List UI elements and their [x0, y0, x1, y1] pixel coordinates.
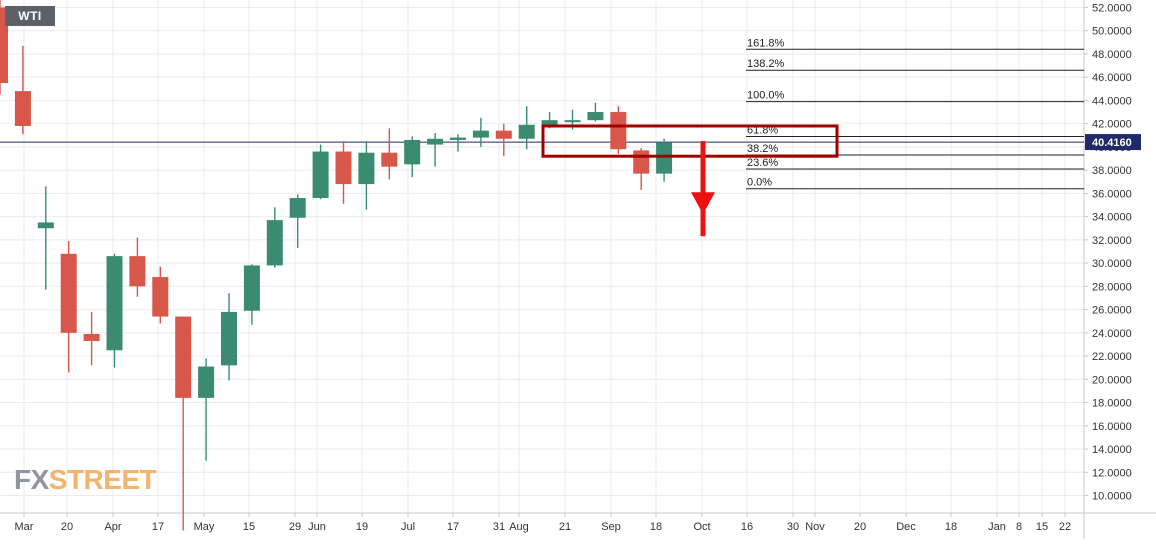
y-tick-label: 34.0000	[1092, 212, 1132, 224]
x-tick-label: Mar	[15, 521, 34, 533]
candle-body[interactable]	[633, 150, 650, 174]
candle-body[interactable]	[129, 256, 146, 287]
candle-body[interactable]	[106, 256, 123, 351]
x-tick-label: 15	[1036, 521, 1048, 533]
candle-body[interactable]	[518, 124, 535, 139]
y-tick-label: 24.0000	[1092, 328, 1132, 340]
candle-body[interactable]	[472, 130, 489, 138]
y-tick-label: 46.0000	[1092, 72, 1132, 84]
x-tick-label: 8	[1016, 521, 1022, 533]
x-tick-label: Jul	[401, 521, 415, 533]
x-tick-label: 22	[1059, 521, 1071, 533]
candle-body[interactable]	[198, 366, 215, 398]
y-tick-label: 18.0000	[1092, 398, 1132, 410]
candle-body[interactable]	[587, 112, 604, 121]
fib-level-label: 138.2%	[747, 58, 785, 70]
y-tick-label: 12.0000	[1092, 467, 1132, 479]
x-tick-label: Sep	[601, 521, 621, 533]
candle-body[interactable]	[541, 120, 558, 125]
x-tick-label: 20	[854, 521, 866, 533]
y-tick-label: 32.0000	[1092, 235, 1132, 247]
last-price-badge	[1085, 134, 1141, 151]
candle-body[interactable]	[381, 152, 398, 167]
candle-body[interactable]	[60, 253, 77, 333]
y-tick-label: 14.0000	[1092, 444, 1132, 456]
candle-body[interactable]	[289, 198, 306, 218]
candle-body[interactable]	[175, 316, 192, 398]
fib-level-label: 161.8%	[747, 37, 785, 49]
fib-level-label: 23.6%	[747, 157, 778, 169]
candle-body[interactable]	[495, 130, 512, 139]
x-tick-label: Jun	[308, 521, 326, 533]
x-tick-label: 16	[741, 521, 753, 533]
y-tick-label: 52.0000	[1092, 2, 1132, 14]
x-tick-label: 31	[493, 521, 505, 533]
y-tick-label: 38.0000	[1092, 165, 1132, 177]
x-tick-label: 17	[447, 521, 459, 533]
candle-body[interactable]	[152, 277, 169, 317]
candle-body[interactable]	[656, 142, 673, 174]
candle-body[interactable]	[427, 138, 444, 145]
candle-body[interactable]	[221, 311, 237, 366]
candle-body[interactable]	[312, 151, 329, 199]
y-tick-label: 16.0000	[1092, 421, 1132, 433]
x-tick-label: 29	[289, 521, 301, 533]
candle-body[interactable]	[564, 120, 581, 123]
x-tick-label: May	[194, 521, 215, 533]
x-tick-label: Oct	[693, 521, 710, 533]
symbol-badge: WTI	[5, 6, 55, 26]
logo-fx: FX	[14, 464, 49, 495]
y-tick-label: 48.0000	[1092, 49, 1132, 61]
x-tick-label: Nov	[805, 521, 825, 533]
candle-body[interactable]	[83, 333, 100, 341]
candle-body[interactable]	[404, 139, 421, 165]
fib-level-label: 38.2%	[747, 143, 778, 155]
y-tick-label: 26.0000	[1092, 305, 1132, 317]
y-tick-label: 36.0000	[1092, 188, 1132, 200]
x-tick-label: 17	[152, 521, 164, 533]
candle-body[interactable]	[266, 220, 283, 266]
x-tick-label: Dec	[896, 521, 916, 533]
x-tick-label: 30	[787, 521, 799, 533]
x-tick-label: 18	[650, 521, 662, 533]
fib-level-label: 0.0%	[747, 177, 772, 189]
candle-body[interactable]	[358, 152, 375, 185]
x-tick-label: 19	[356, 521, 368, 533]
x-tick-label: Aug	[509, 521, 529, 533]
resistance-zone	[541, 124, 839, 158]
fxstreet-logo: FXSTREET	[14, 464, 157, 496]
y-tick-label: 42.0000	[1092, 119, 1132, 131]
x-tick-label: Jan	[988, 521, 1006, 533]
candle-body[interactable]	[450, 137, 466, 140]
y-tick-label: 10.0000	[1092, 491, 1132, 503]
candle-body[interactable]	[37, 222, 54, 229]
x-tick-label: 20	[61, 521, 73, 533]
candle-body[interactable]	[610, 112, 627, 150]
y-tick-label: 20.0000	[1092, 374, 1132, 386]
candle-body[interactable]	[335, 151, 352, 185]
candle-body[interactable]	[0, 7, 8, 83]
last-price-label: 40.4160	[1092, 137, 1132, 149]
y-tick-label: 22.0000	[1092, 351, 1132, 363]
x-tick-label: Apr	[104, 521, 121, 533]
fib-level-label: 100.0%	[747, 90, 785, 102]
logo-street: STREET	[48, 464, 157, 495]
y-tick-label: 28.0000	[1092, 281, 1132, 293]
y-tick-label: 44.0000	[1092, 95, 1132, 107]
y-tick-label: 30.0000	[1092, 258, 1132, 270]
x-tick-label: 18	[945, 521, 957, 533]
x-tick-label: 15	[243, 521, 255, 533]
arrow-head	[691, 192, 715, 215]
x-tick-label: 21	[559, 521, 571, 533]
candle-body[interactable]	[14, 91, 31, 126]
candle-body[interactable]	[243, 265, 260, 311]
y-tick-label: 50.0000	[1092, 26, 1132, 38]
